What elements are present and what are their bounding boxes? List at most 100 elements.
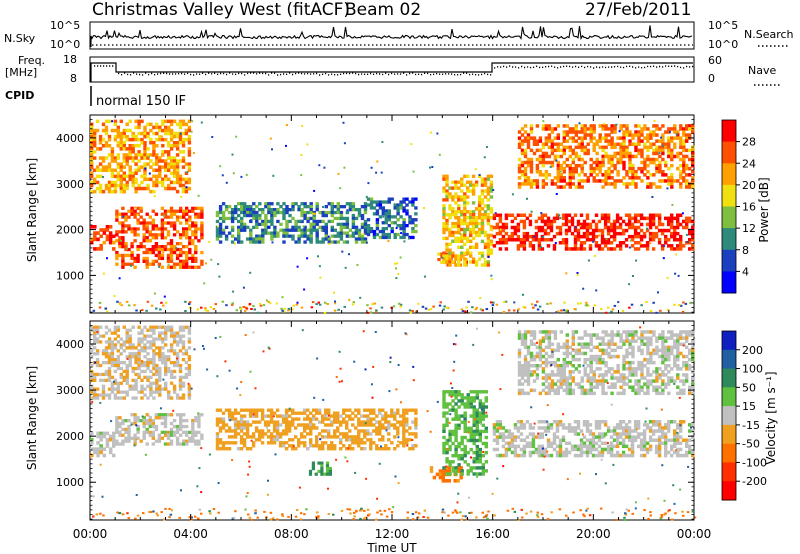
cpid-value: normal 150 IF — [96, 94, 186, 109]
echo-region — [366, 197, 418, 240]
colorbar-segment — [722, 368, 736, 388]
colorbar-segment — [722, 141, 736, 164]
echo-region — [442, 390, 488, 476]
y-tick-label: 3000 — [56, 384, 84, 397]
freq-trace — [90, 62, 694, 82]
y-tick-label: 2000 — [56, 224, 84, 237]
colorbar-tick-label: -200 — [742, 475, 767, 488]
date-label: 27/Feb/2011 — [585, 0, 691, 20]
freq-panel-frame — [89, 56, 695, 83]
freq-unit-label: [MHz] — [5, 66, 37, 79]
x-tick-label: 12:00 — [375, 527, 410, 541]
nave-tick-0: 0 — [708, 72, 715, 85]
power-panel: 1000 2000 3000 4000 4 8 12 16 20 24 28 — [56, 114, 756, 314]
freq-label: Freq. — [18, 54, 45, 67]
echo-region — [90, 431, 116, 458]
colorbar-segment — [722, 349, 736, 370]
sparse-echoes — [90, 119, 689, 305]
colorbar-segment — [722, 406, 736, 426]
echo-region — [215, 202, 368, 244]
colorbar-tick-label: 28 — [742, 136, 756, 149]
nsky-label: N.Sky — [4, 32, 36, 45]
colorbar-segment — [722, 249, 736, 272]
freq-line — [90, 62, 693, 82]
colorbar-frame — [721, 330, 737, 501]
colorbar-segment — [722, 184, 736, 207]
colorbar-segment — [722, 271, 736, 294]
panel-frame — [89, 320, 695, 521]
echo-region — [215, 408, 418, 451]
y-tick-label: 1000 — [56, 476, 84, 489]
colorbar-segment — [722, 163, 736, 186]
x-tick-label: 20:00 — [576, 527, 611, 541]
echo-region — [115, 206, 204, 269]
sparse-echoes — [91, 326, 695, 512]
x-tick-label: 08:00 — [274, 527, 309, 541]
near-range-scatter — [92, 300, 692, 314]
x-tick-label: 00:00 — [677, 527, 712, 541]
echo-region — [90, 325, 192, 400]
nsky-tick-bottom-right: 10^0 — [708, 38, 738, 51]
nsky-line — [90, 25, 693, 47]
nave-label: Nave — [748, 64, 776, 77]
freq-tick-18: 18 — [63, 53, 77, 66]
echo-region — [90, 119, 192, 194]
x-axis-label: Time UT — [366, 541, 417, 554]
x-tick-label: 04:00 — [173, 527, 208, 541]
colorbar-segment — [722, 481, 736, 501]
y-tick-label: 4000 — [56, 338, 84, 351]
colorbar-tick-label: -50 — [742, 438, 760, 451]
station-title: Christmas Valley West (fitACF) — [92, 0, 350, 20]
nsky-panel-frame — [89, 21, 695, 50]
colorbar-segment — [722, 387, 736, 407]
colorbar-tick-label: 8 — [742, 244, 749, 257]
nsky-tick-bottom-left: 10^0 — [50, 38, 80, 51]
beam-label: Beam 02 — [345, 0, 421, 20]
velocity-colorbar-label: Velocity [m s⁻¹] — [764, 371, 778, 464]
power-ylabel: Slant Range [km] — [25, 158, 39, 262]
colorbar-tick-label: 100 — [742, 363, 763, 376]
colorbar-tick-label: 15 — [742, 400, 756, 413]
colorbar-segment — [722, 443, 736, 463]
freq-tick-8: 8 — [70, 72, 77, 85]
colorbar-segment — [722, 228, 736, 251]
echo-region — [442, 174, 494, 267]
echo-region — [308, 461, 332, 476]
power-colorbar-label: Power [dB] — [757, 177, 771, 242]
echo-region — [492, 420, 695, 458]
colorbar-tick-label: -100 — [742, 456, 767, 469]
nsky-tick-top-left: 10^5 — [50, 19, 80, 32]
nave-line — [94, 65, 694, 76]
echo-region — [517, 124, 695, 189]
echo-region — [492, 213, 695, 251]
colorbar-tick-label: 200 — [742, 344, 763, 357]
colorbar-tick-label: 4 — [742, 265, 749, 278]
colorbar-tick-label: 50 — [742, 381, 756, 394]
colorbar-segment — [722, 120, 736, 143]
colorbar-tick-label: 20 — [742, 179, 756, 192]
echo-region — [115, 413, 204, 446]
y-tick-label: 4000 — [56, 132, 84, 145]
colorbar-segment — [722, 331, 736, 351]
colorbar-segment — [722, 424, 736, 445]
velocity-ylabel: Slant Range [km] — [25, 366, 39, 470]
colorbar: 200 100 50 15 -15 -50 -100 -200 — [721, 330, 767, 501]
nsky-trace — [90, 25, 693, 47]
cpid-label: CPID — [5, 89, 34, 102]
colorbar-segment — [722, 462, 736, 482]
x-tick-label: 00:00 — [73, 527, 108, 541]
echo-region — [90, 225, 116, 251]
colorbar: 4 8 12 16 20 24 28 — [721, 119, 756, 294]
y-tick-label: 3000 — [56, 178, 84, 191]
colorbar-segment — [722, 206, 736, 229]
x-tick-label: 16:00 — [475, 527, 510, 541]
y-tick-label: 2000 — [56, 430, 84, 443]
y-tick-label: 1000 — [56, 269, 84, 282]
nave-tick-60: 60 — [708, 54, 722, 67]
colorbar-tick-label: 12 — [742, 222, 756, 235]
colorbar-tick-label: -15 — [742, 419, 760, 432]
nsky-tick-top-right: 10^5 — [708, 19, 738, 32]
colorbar-tick-label: 24 — [742, 157, 756, 170]
nsearch-label: N.Search — [744, 28, 794, 41]
